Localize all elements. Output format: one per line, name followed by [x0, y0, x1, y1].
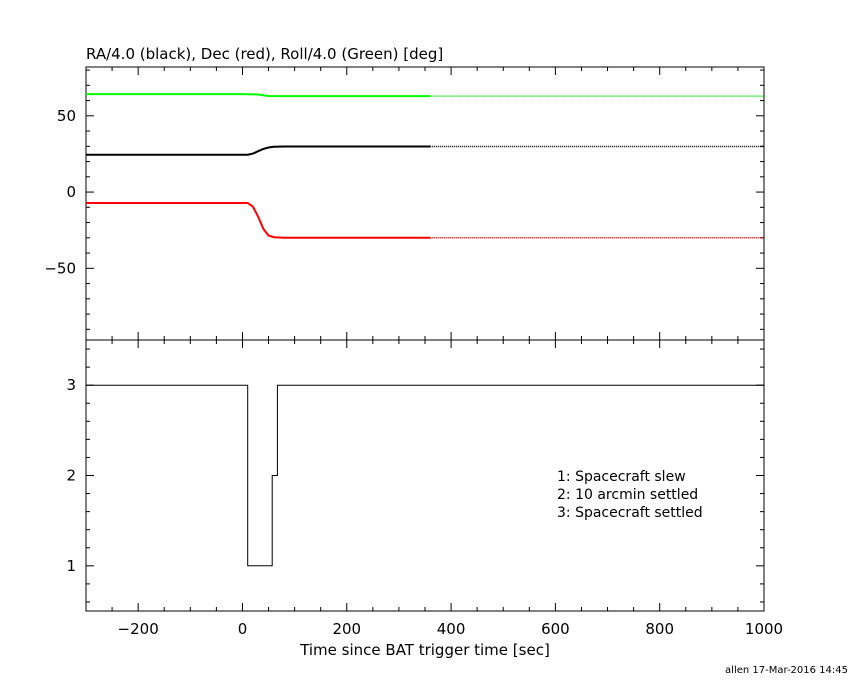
x-tick-label: 0	[238, 620, 248, 638]
bottom-y-tick-label: 3	[66, 376, 76, 394]
x-tick-label: 400	[437, 620, 466, 638]
x-tick-label: 600	[541, 620, 570, 638]
x-tick-label: −200	[118, 620, 159, 638]
series-line-0	[86, 94, 430, 96]
top-y-axis: 50 0 −50	[44, 70, 764, 329]
bottom-x-axis: −200 0 200 400 600 800 1000	[86, 67, 783, 638]
x-tick-label: 200	[332, 620, 361, 638]
x-axis-label: Time since BAT trigger time [sec]	[299, 641, 550, 659]
top-y-tick-label: 50	[57, 107, 76, 125]
top-y-tick-label: 0	[66, 183, 76, 201]
bottom-y-tick-label: 2	[66, 467, 76, 485]
series-line-1	[86, 147, 430, 155]
annotation-line: 2: 10 arcmin settled	[557, 487, 698, 503]
top-panel-title: RA/4.0 (black), Dec (red), Roll/4.0 (Gre…	[86, 45, 443, 63]
top-y-tick-label: −50	[44, 259, 76, 277]
legend-annotations: 1: Spacecraft slew 2: 10 arcmin settled 3:…	[557, 469, 703, 521]
bottom-y-tick-label: 1	[66, 557, 76, 575]
x-tick-label: 800	[645, 620, 674, 638]
x-tick-label: 1000	[745, 620, 783, 638]
series-line-2	[86, 203, 430, 238]
footer-stamp: allen 17-Mar-2016 14:45	[725, 665, 848, 676]
annotation-line: 3: Spacecraft settled	[557, 505, 703, 521]
annotation-line: 1: Spacecraft slew	[557, 469, 686, 485]
top-series-group	[86, 94, 764, 238]
